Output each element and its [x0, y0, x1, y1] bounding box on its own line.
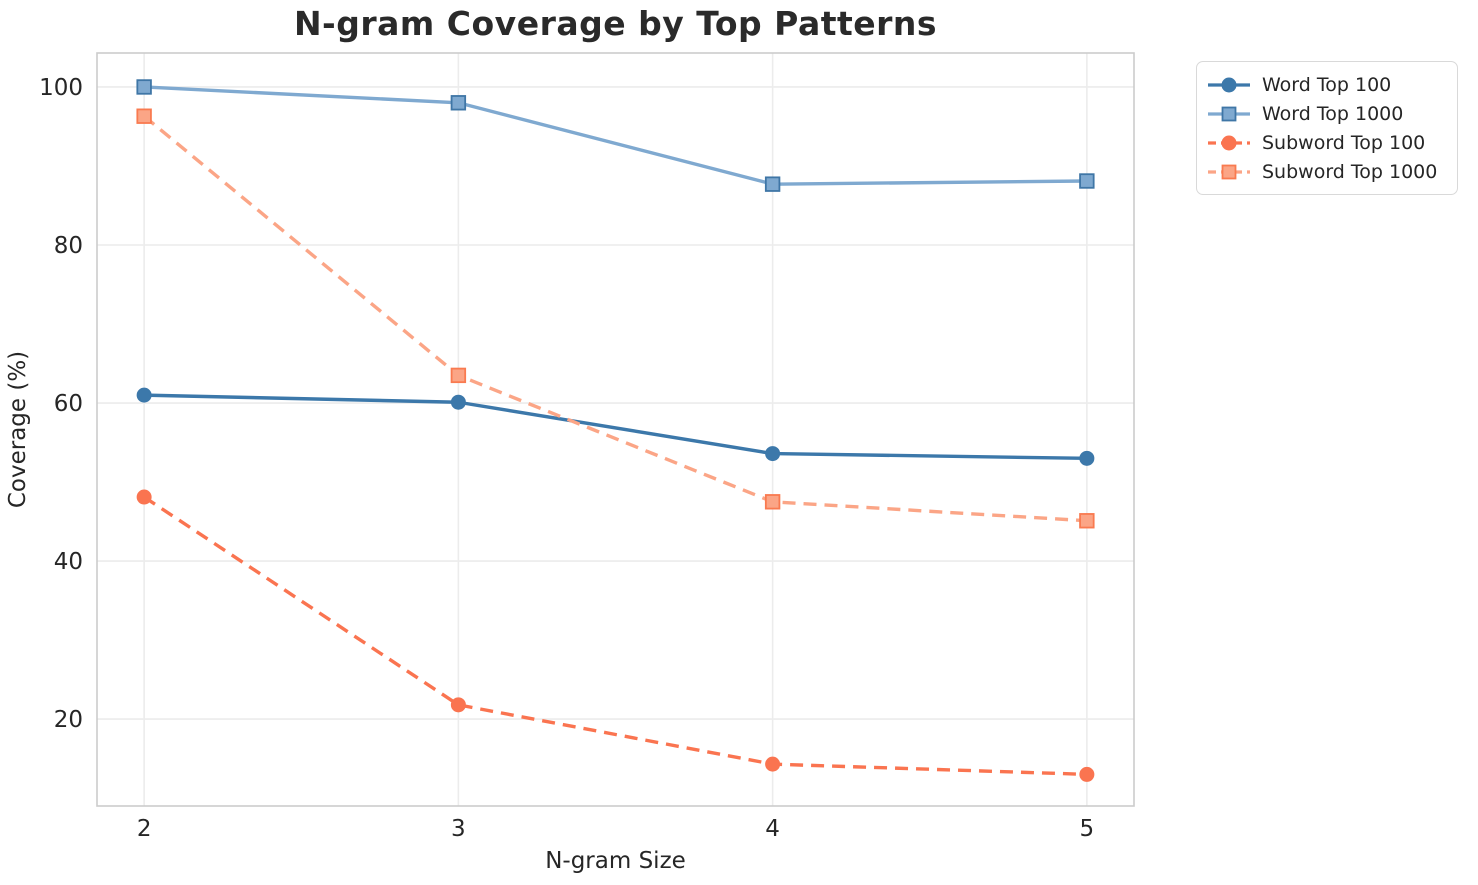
data-point-marker [450, 697, 466, 713]
legend-label: Subword Top 100 [1262, 131, 1426, 154]
x-tick-label: 4 [765, 816, 780, 842]
data-point-marker [136, 79, 152, 95]
data-point-marker [1079, 173, 1095, 189]
x-axis-label: N-gram Size [545, 848, 686, 874]
legend-label: Subword Top 1000 [1262, 160, 1438, 183]
series-line-word-top-100 [144, 393, 1087, 461]
x-tick-label: 3 [451, 816, 466, 842]
legend-sample-marker [1221, 77, 1237, 92]
legend-item-word-top-100: Word Top 100 [1207, 70, 1447, 99]
data-point-marker [136, 387, 152, 403]
legend-item-subword-top-1000: Subword Top 1000 [1207, 157, 1447, 186]
y-tick-label: 40 [54, 549, 83, 575]
data-point-marker [1079, 766, 1095, 782]
data-point-marker [450, 367, 467, 384]
legend-swatch-word-top-100 [1208, 77, 1250, 92]
x-tick-label: 2 [137, 816, 152, 842]
legend-label: Word Top 1000 [1262, 102, 1404, 125]
series-line-word-top-1000 [144, 85, 1087, 186]
legend-sample-marker [1221, 164, 1237, 179]
legend-item-word-top-1000: Word Top 1000 [1207, 99, 1447, 128]
y-axis-label: Coverage (%) [5, 351, 31, 508]
legend-sample-marker [1221, 135, 1237, 150]
data-point-marker [1079, 450, 1095, 466]
data-point-marker [136, 489, 152, 505]
data-point-marker [765, 756, 781, 772]
y-tick-label: 20 [54, 707, 83, 733]
legend-sample-marker [1221, 106, 1237, 121]
series-line-subword-top-1000 [143, 114, 1087, 523]
data-point-marker [450, 394, 466, 410]
y-tick-label: 100 [39, 75, 83, 101]
data-point-marker [765, 446, 781, 462]
legend-swatch-subword-top-100 [1208, 135, 1250, 150]
x-tick-label: 5 [1080, 816, 1095, 842]
legend-swatch-word-top-1000 [1208, 106, 1250, 121]
data-point-marker [764, 494, 781, 510]
plot-border [96, 52, 1135, 807]
legend-label: Word Top 100 [1262, 73, 1392, 96]
data-point-marker [450, 95, 467, 111]
legend: Word Top 100 Word Top 1000 Subword Top 1… [1196, 61, 1458, 195]
y-tick-label: 80 [54, 233, 83, 259]
series-line-subword-top-100 [143, 495, 1087, 777]
data-point-marker [136, 108, 152, 124]
chart-title: N-gram Coverage by Top Patterns [293, 4, 938, 43]
legend-swatch-subword-top-1000 [1208, 164, 1250, 179]
data-point-marker [764, 176, 781, 192]
data-point-marker [1079, 513, 1095, 529]
legend-item-subword-top-100: Subword Top 100 [1207, 128, 1447, 157]
y-tick-label: 60 [54, 391, 83, 417]
